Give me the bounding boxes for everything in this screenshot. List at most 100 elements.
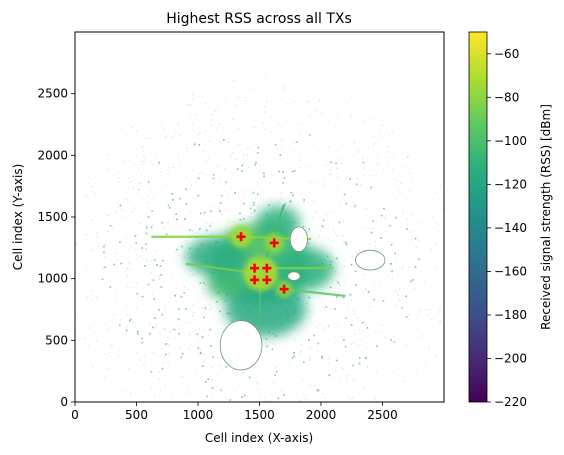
- speckle: [185, 203, 188, 205]
- speckle: [338, 221, 341, 224]
- speckle: [280, 149, 282, 151]
- speckle: [246, 154, 248, 156]
- speckle: [152, 279, 155, 281]
- speckle: [219, 310, 221, 313]
- speckle: [204, 307, 207, 309]
- speckle: [84, 337, 86, 339]
- speckle: [109, 368, 111, 370]
- speckle: [349, 398, 351, 400]
- speckle: [398, 190, 400, 192]
- speckle: [335, 162, 337, 165]
- speckle: [193, 143, 196, 146]
- speckle: [311, 182, 313, 184]
- speckle: [379, 281, 381, 283]
- speckle: [426, 209, 428, 211]
- speckle: [372, 228, 374, 230]
- speckle: [309, 231, 311, 233]
- speckle: [164, 387, 166, 389]
- speckle: [226, 194, 228, 196]
- speckle: [140, 359, 142, 361]
- speckle: [198, 230, 200, 232]
- speckle: [175, 293, 177, 296]
- speckle: [310, 242, 312, 244]
- speckle: [254, 367, 256, 369]
- speckle: [172, 136, 174, 138]
- speckle: [458, 280, 459, 281]
- speckle: [281, 421, 282, 422]
- speckle: [202, 150, 204, 152]
- speckle: [152, 197, 154, 199]
- speckle: [335, 359, 338, 362]
- speckle: [118, 355, 120, 357]
- speckle: [440, 321, 442, 324]
- speckle: [363, 274, 365, 276]
- speckle: [406, 156, 409, 158]
- speckle: [143, 160, 145, 162]
- speckle: [270, 342, 272, 344]
- speckle: [391, 270, 393, 273]
- speckle: [195, 372, 198, 374]
- speckle: [257, 152, 259, 154]
- speckle: [353, 142, 355, 144]
- speckle: [302, 179, 304, 181]
- speckle: [385, 157, 387, 159]
- speckle: [418, 258, 420, 261]
- speckle: [357, 149, 359, 151]
- speckle: [352, 428, 353, 429]
- speckle: [149, 331, 151, 333]
- speckle: [118, 350, 120, 352]
- speckle: [341, 335, 343, 337]
- speckle: [275, 335, 277, 337]
- speckle: [139, 222, 141, 224]
- speckle: [109, 176, 111, 179]
- speckle: [155, 243, 157, 245]
- speckle: [125, 329, 128, 332]
- speckle: [125, 270, 127, 272]
- speckle: [280, 198, 282, 200]
- speckle: [160, 228, 162, 231]
- speckle: [89, 326, 91, 328]
- speckle: [387, 146, 389, 148]
- speckle: [439, 309, 441, 311]
- speckle: [209, 307, 212, 310]
- speckle: [369, 188, 371, 190]
- speckle: [413, 261, 415, 263]
- speckle: [230, 155, 232, 157]
- speckle: [362, 321, 364, 324]
- speckle: [314, 109, 316, 111]
- speckle: [291, 170, 294, 173]
- speckle: [62, 252, 63, 253]
- speckle: [388, 135, 390, 137]
- speckle: [107, 154, 110, 156]
- speckle: [418, 221, 420, 223]
- speckle: [218, 83, 220, 85]
- speckle: [189, 221, 191, 223]
- speckle: [293, 355, 296, 358]
- speckle: [281, 429, 282, 430]
- speckle: [162, 227, 164, 229]
- speckle: [338, 292, 340, 294]
- speckle: [357, 152, 359, 154]
- speckle: [339, 285, 341, 287]
- speckle: [302, 226, 305, 228]
- speckle: [135, 258, 137, 260]
- speckle: [125, 210, 127, 212]
- speckle: [174, 129, 176, 131]
- speckle: [160, 274, 163, 276]
- speckle: [298, 409, 299, 410]
- speckle: [276, 140, 278, 142]
- speckle: [350, 115, 352, 117]
- speckle: [406, 218, 408, 220]
- speckle: [236, 374, 238, 376]
- speckle: [153, 123, 155, 125]
- speckle: [104, 377, 106, 379]
- speckle: [310, 311, 312, 313]
- speckle: [335, 388, 337, 390]
- speckle: [306, 303, 308, 305]
- speckle: [115, 298, 117, 300]
- speckle: [435, 221, 437, 223]
- speckle: [119, 204, 122, 207]
- speckle: [209, 352, 211, 354]
- speckle: [381, 324, 383, 326]
- speckle: [407, 338, 409, 340]
